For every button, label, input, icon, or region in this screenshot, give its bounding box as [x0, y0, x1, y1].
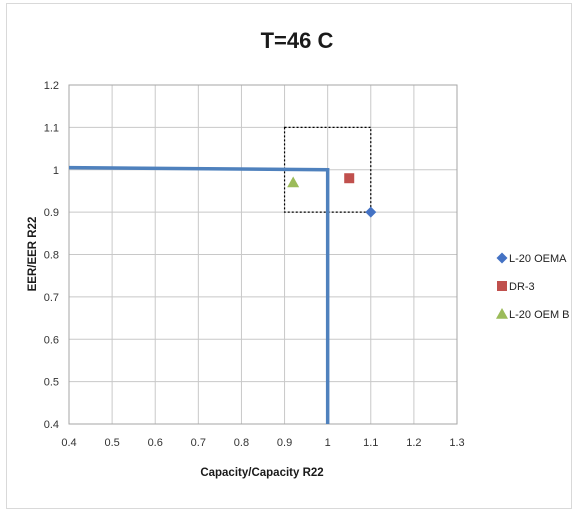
x-tick-label: 0.6: [148, 437, 163, 449]
y-axis-title: EER/EER R22: [27, 217, 39, 292]
y-tick-label: 1.2: [44, 80, 59, 92]
legend-label: L-20 OEMA: [509, 253, 567, 265]
chart-title: T=46 C: [261, 28, 334, 53]
x-axis-title: Capacity/Capacity R22: [200, 467, 323, 479]
data-point: [344, 173, 355, 184]
x-tick-label: 1.1: [363, 437, 378, 449]
legend-marker: [496, 308, 508, 319]
x-tick-label: 0.5: [104, 437, 119, 449]
x-tick-label: 1.2: [406, 437, 421, 449]
x-tick-label: 1: [325, 437, 331, 449]
grid: [68, 84, 458, 425]
plot-border: [68, 84, 458, 425]
data-points: [287, 173, 377, 218]
legend-label: L-20 OEM B: [509, 309, 570, 321]
chart-frame: [6, 3, 572, 509]
y-tick-label: 0.4: [44, 419, 59, 431]
legend: L-20 OEMA DR-3 L-20 OEM B: [496, 252, 570, 321]
y-tick-label: 0.8: [44, 250, 59, 262]
x-axis-ticks: 0.4 0.5 0.6 0.7 0.8 0.9 1 1.1 1.2 1.3: [61, 437, 464, 449]
x-tick-label: 1.3: [449, 437, 464, 449]
y-tick-label: 0.7: [44, 292, 59, 304]
x-tick-label: 0.7: [191, 437, 206, 449]
reference-line: [68, 165, 330, 424]
y-axis-ticks: 0.4 0.5 0.6 0.7 0.8 0.9 1 1.1 1.2: [44, 80, 59, 431]
reference-line-path: [68, 165, 330, 424]
x-tick-label: 0.8: [234, 437, 249, 449]
y-tick-label: 0.6: [44, 334, 59, 346]
x-tick-label: 0.9: [277, 437, 292, 449]
y-tick-label: 0.5: [44, 377, 59, 389]
target-box-rect: [283, 126, 372, 213]
data-point: [365, 206, 377, 218]
y-tick-label: 1.1: [44, 122, 59, 134]
legend-marker: [496, 252, 508, 264]
x-tick-label: 0.4: [61, 437, 76, 449]
target-box: [283, 126, 372, 213]
legend-marker: [497, 281, 507, 291]
legend-label: DR-3: [509, 281, 535, 293]
plot-area-border: [68, 84, 458, 425]
data-point: [287, 176, 300, 188]
y-tick-label: 0.9: [44, 207, 59, 219]
y-tick-label: 1: [53, 165, 59, 177]
